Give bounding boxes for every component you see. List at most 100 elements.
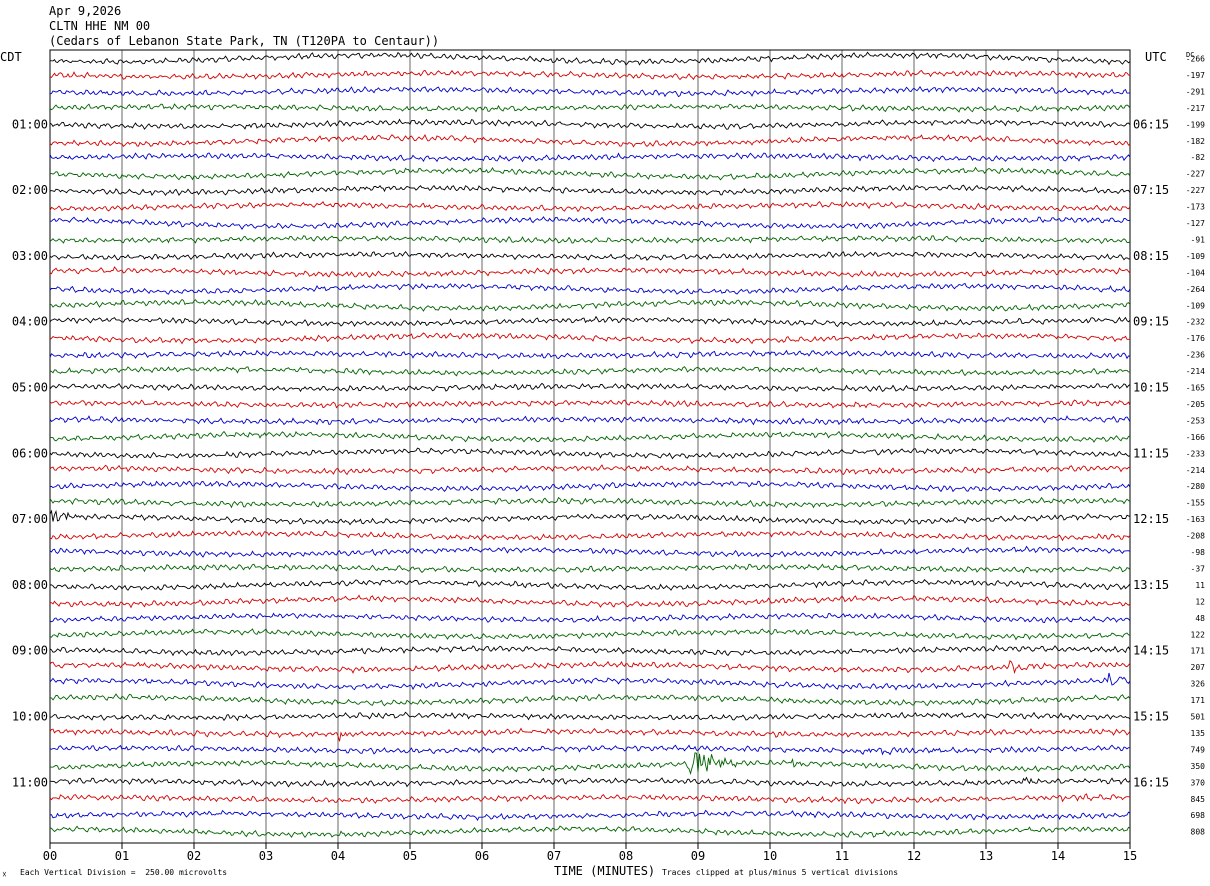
seismic-trace: [49, 299, 1131, 312]
dc-offset-label: -208: [1186, 532, 1205, 541]
x-tick-label: 02: [187, 849, 201, 863]
dc-offset-label: -280: [1186, 482, 1205, 491]
cdt-time-label: 04:00: [12, 315, 48, 329]
x-tick-label: 07: [547, 849, 561, 863]
seismic-trace: [49, 235, 1131, 244]
seismic-trace: [49, 266, 1131, 278]
x-tick-label: 09: [691, 849, 705, 863]
seismic-trace: [49, 332, 1130, 345]
seismic-trace: [49, 825, 1131, 839]
seismic-trace: [49, 69, 1131, 81]
x-tick-label: 01: [115, 849, 129, 863]
seismic-trace: [49, 366, 1131, 377]
seismic-trace: [49, 672, 1131, 691]
x-tick-label: 05: [403, 849, 417, 863]
seismic-trace: [49, 480, 1131, 493]
dc-offset-label: 12: [1195, 597, 1205, 606]
dc-offset-label: -253: [1186, 416, 1205, 425]
cdt-label: CDT: [0, 50, 22, 64]
utc-time-label: 10:15: [1133, 381, 1169, 395]
utc-time-label: 16:15: [1133, 775, 1169, 789]
seismic-trace: [49, 51, 1131, 66]
x-tick-label: 11: [835, 849, 849, 863]
seismic-trace: [49, 776, 1131, 788]
seismic-trace: [49, 509, 1131, 526]
x-tick-label: 06: [475, 849, 489, 863]
dc-offset-label: -165: [1186, 384, 1205, 393]
x-tick-label: 10: [763, 849, 777, 863]
cdt-time-label: 05:00: [12, 381, 48, 395]
dc-offset-label: -176: [1186, 334, 1205, 343]
station-code: CLTN HHE NM 00: [49, 19, 151, 33]
dc-offset-label: 48: [1195, 614, 1205, 623]
scale-note: Each Vertical Division = 250.00 microvol…: [20, 868, 228, 877]
x-tick-label: 03: [259, 849, 273, 863]
dc-offset-label: 122: [1191, 630, 1206, 639]
dc-offset-label: -232: [1186, 318, 1205, 327]
seismic-trace: [49, 594, 1131, 609]
seismic-trace: [49, 201, 1131, 213]
x-tick-label: 15: [1123, 849, 1137, 863]
utc-time-label: 13:15: [1133, 578, 1169, 592]
station-location: (Cedars of Lebanon State Park, TN (T120P…: [49, 34, 440, 48]
utc-time-label: 09:15: [1133, 315, 1169, 329]
dc-offset-label: -98: [1191, 548, 1206, 557]
dc-offset-label: -109: [1186, 301, 1205, 310]
dc-offset-label: -109: [1186, 252, 1205, 261]
utc-time-label: 11:15: [1133, 446, 1169, 460]
seismic-trace: [49, 250, 1131, 261]
utc-time-label: 14:15: [1133, 644, 1169, 658]
seismic-trace: [49, 809, 1131, 822]
x-tick-label: 00: [43, 849, 57, 863]
dc-offset-label: 501: [1191, 713, 1206, 722]
dc-offset-label: 370: [1191, 778, 1206, 787]
seismic-trace: [49, 282, 1131, 295]
chart-date: Apr 9,2026: [49, 4, 122, 18]
clip-note: Traces clipped at plus/minus 5 vertical …: [662, 868, 899, 877]
dc-offset-label: -173: [1186, 203, 1205, 212]
seismic-trace: [49, 793, 1131, 805]
dc-offset-label: 135: [1191, 729, 1206, 738]
dc-offset-label: -233: [1186, 449, 1205, 458]
seismic-trace: [49, 315, 1131, 328]
dc-offset-label: 11: [1195, 581, 1205, 590]
seismic-trace: [49, 103, 1131, 113]
dc-offset-label: -127: [1186, 219, 1205, 228]
dc-offset-label: -166: [1186, 433, 1205, 442]
utc-time-label: 08:15: [1133, 249, 1169, 263]
dc-offset-label: -199: [1186, 120, 1205, 129]
x-tick-label: 08: [619, 849, 633, 863]
cdt-time-label: 07:00: [12, 512, 48, 526]
dc-offset-label: 749: [1191, 745, 1206, 754]
seismic-trace: [49, 711, 1131, 722]
dc-offset-label: -91: [1191, 235, 1206, 244]
seismic-trace: [49, 496, 1131, 509]
x-tick-label: 12: [907, 849, 921, 863]
dc-offset-label: -205: [1186, 400, 1205, 409]
seismic-trace: [49, 628, 1131, 641]
dc-offset-label: 326: [1191, 680, 1206, 689]
seismic-trace: [49, 85, 1131, 98]
seismic-trace: [49, 727, 1131, 742]
cdt-time-label: 01:00: [12, 117, 48, 131]
utc-label: UTC: [1145, 50, 1167, 64]
seismic-trace: [49, 644, 1131, 657]
seismic-trace: [49, 216, 1131, 230]
dc-offset-label: -266: [1186, 55, 1205, 64]
cdt-time-label: 03:00: [12, 249, 48, 263]
seismic-trace: [49, 752, 1131, 776]
seismic-trace: [49, 563, 1131, 574]
x-tick-label: 14: [1051, 849, 1065, 863]
seismic-trace: [50, 430, 1131, 443]
seismic-trace: [49, 382, 1131, 393]
dc-offset-label: -214: [1186, 367, 1205, 376]
cdt-time-label: 02:00: [12, 183, 48, 197]
dc-offset-label: -264: [1186, 285, 1205, 294]
dc-label: DC: [1186, 51, 1194, 59]
cdt-time-label: 09:00: [12, 644, 48, 658]
dc-offset-label: -291: [1186, 87, 1205, 96]
dc-offset-label: -227: [1186, 186, 1205, 195]
seismic-trace: [49, 447, 1131, 460]
seismic-trace: [50, 166, 1131, 181]
